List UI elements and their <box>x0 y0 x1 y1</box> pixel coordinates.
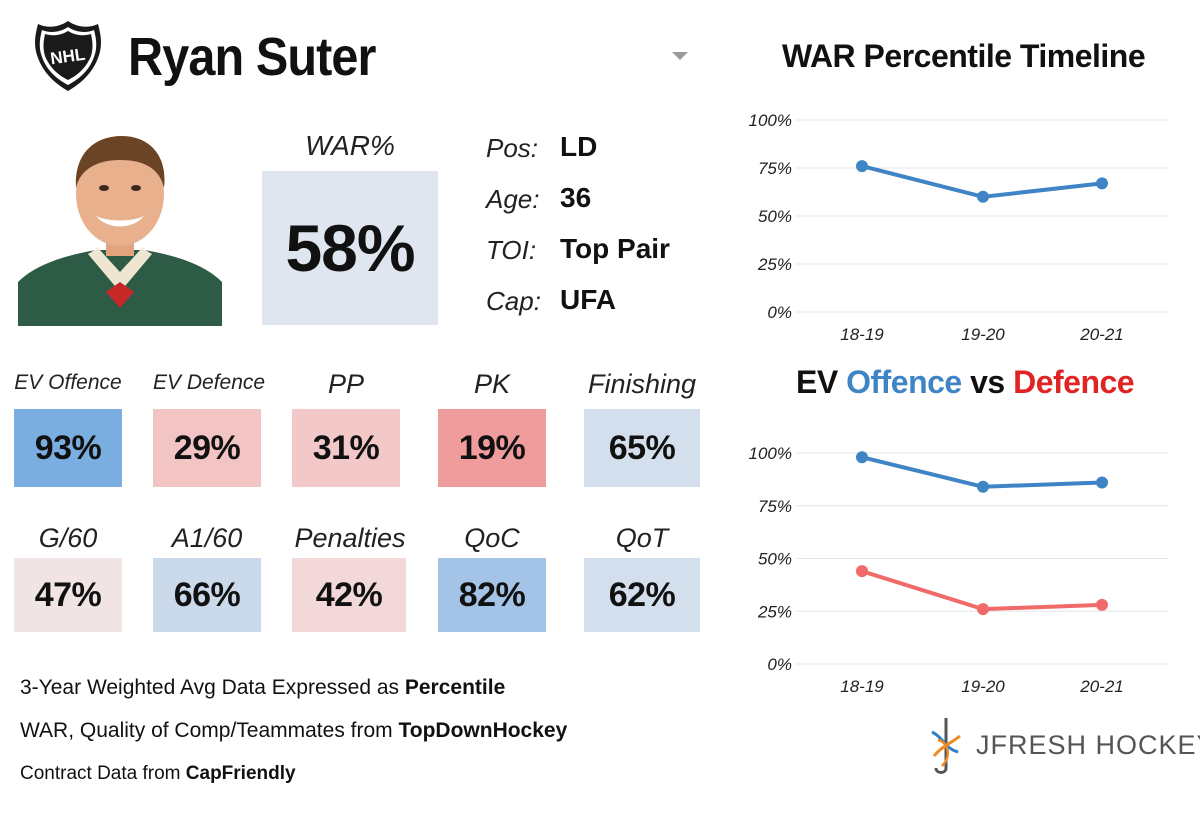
tile-label-a160: A1/60 <box>171 523 243 553</box>
chart1-xtick-label: 18-19 <box>840 325 884 344</box>
tile-ev-defence: 29% <box>153 409 261 487</box>
tile-penalties: 42% <box>292 558 406 632</box>
pos-label: Pos: <box>486 133 539 163</box>
tile-a160: 66% <box>153 558 261 632</box>
chart1-ytick-label: 50% <box>758 207 792 226</box>
tile-g60: 47% <box>14 558 122 632</box>
chart2-ytick-label: 25% <box>757 602 792 621</box>
tile-qot: 62% <box>584 558 700 632</box>
chart2-series-defence-point <box>856 565 868 578</box>
chart1-xtick-label: 20-21 <box>1079 325 1123 344</box>
tile-label-g60: G/60 <box>38 523 98 553</box>
chart1-ytick-label: 75% <box>758 159 792 178</box>
chart1-ytick-label: 100% <box>749 111 792 130</box>
tile-label-finishing: Finishing <box>587 369 697 399</box>
chart2-xtick-label: 20-21 <box>1079 677 1123 696</box>
footer-line-1: 3-Year Weighted Avg Data Expressed as Pe… <box>20 676 505 700</box>
footer-line-3-bold: CapFriendly <box>185 763 296 784</box>
tile-label-ev-defence: EV Defence <box>153 371 266 394</box>
chart2-xtick-label: 19-20 <box>961 677 1005 696</box>
tile-qoc: 82% <box>438 558 546 632</box>
cap-label: Cap: <box>486 286 541 316</box>
footer-line-2-bold: TopDownHockey <box>398 719 568 742</box>
footer-line-2: WAR, Quality of Comp/Teammates from TopD… <box>20 719 567 743</box>
footer-line-3: Contract Data from CapFriendly <box>20 763 296 785</box>
tile-pp: 31% <box>292 409 400 487</box>
chart2-series-offence-point <box>977 480 989 493</box>
tile-label-pp: PP <box>327 369 365 399</box>
toi-value: Top Pair <box>560 233 670 264</box>
player-name: Ryan Suter <box>128 27 376 87</box>
chart2-ytick-label: 50% <box>758 550 792 569</box>
footer-line-1-bold: Percentile <box>404 676 506 699</box>
chart1-series-war-point <box>856 160 868 173</box>
chart2-title-ev: EV <box>796 364 847 400</box>
chart2-xtick-label: 18-19 <box>840 677 884 696</box>
tile-label-qot: QoT <box>615 523 669 553</box>
chart2-series-defence-point <box>977 603 989 616</box>
nhl-logo: NHL <box>35 21 101 91</box>
tile-ev-offence: 93% <box>14 409 122 487</box>
war-label: WAR% <box>305 130 395 161</box>
player-dropdown-icon[interactable] <box>672 52 688 60</box>
footer-line-2-text: WAR, Quality of Comp/Teammates from <box>20 719 399 742</box>
svg-text:NHL: NHL <box>49 45 86 69</box>
tile-finishing: 65% <box>584 409 700 487</box>
toi-label: TOI: <box>486 235 537 265</box>
chart2-ev-offence-defence: 0% 25% 50% 75% 100% 18-19 19-20 20-21 <box>749 444 1168 696</box>
brand-name: JFRESH HOCKEY <box>976 730 1200 760</box>
chart1-xtick-label: 19-20 <box>961 325 1005 344</box>
chart2-title-vs: vs <box>961 364 1014 400</box>
footer-line-1-text: 3-Year Weighted Avg Data Expressed as <box>20 676 405 699</box>
footer-line-3-text: Contract Data from <box>20 763 186 784</box>
player-photo <box>18 122 222 326</box>
age-label: Age: <box>486 184 540 214</box>
chart2-series-offence-point <box>856 451 868 464</box>
chart1-title: WAR Percentile Timeline <box>782 38 1146 74</box>
chart1-series-war-point <box>1096 177 1108 190</box>
tile-label-ev-offence: EV Offence <box>14 371 122 394</box>
war-value-box: 58% <box>262 171 438 325</box>
chart1-series-war-point <box>977 190 989 203</box>
pos-value: LD <box>560 131 598 162</box>
chart2-title: EV Offence vs Defence <box>796 364 1135 401</box>
chart2-series-offence-point <box>1096 476 1108 489</box>
chart2-title-defence: Defence <box>1013 364 1135 400</box>
chart2-ytick-label: 100% <box>749 444 792 463</box>
brand-logo: JFRESH HOCKEY <box>924 716 1200 776</box>
cap-value: UFA <box>560 284 616 315</box>
chart1-ytick-label: 0% <box>767 303 792 322</box>
chart1-war-timeline: 0% 25% 50% 75% 100% 18-19 19-20 20-21 <box>749 111 1168 344</box>
age-value: 36 <box>560 182 592 213</box>
chart2-ytick-label: 0% <box>767 655 792 674</box>
chart1-ytick-label: 25% <box>757 255 792 274</box>
chart2-ytick-label: 75% <box>758 497 792 516</box>
tile-label-penalties: Penalties <box>294 523 406 553</box>
tile-pk: 19% <box>438 409 546 487</box>
chart2-title-offence: Offence <box>846 364 962 400</box>
chart2-series-defence-point <box>1096 598 1108 611</box>
tile-label-pk: PK <box>473 369 511 399</box>
jfresh-hockey-icon <box>931 718 961 774</box>
tile-label-qoc: QoC <box>464 523 520 553</box>
